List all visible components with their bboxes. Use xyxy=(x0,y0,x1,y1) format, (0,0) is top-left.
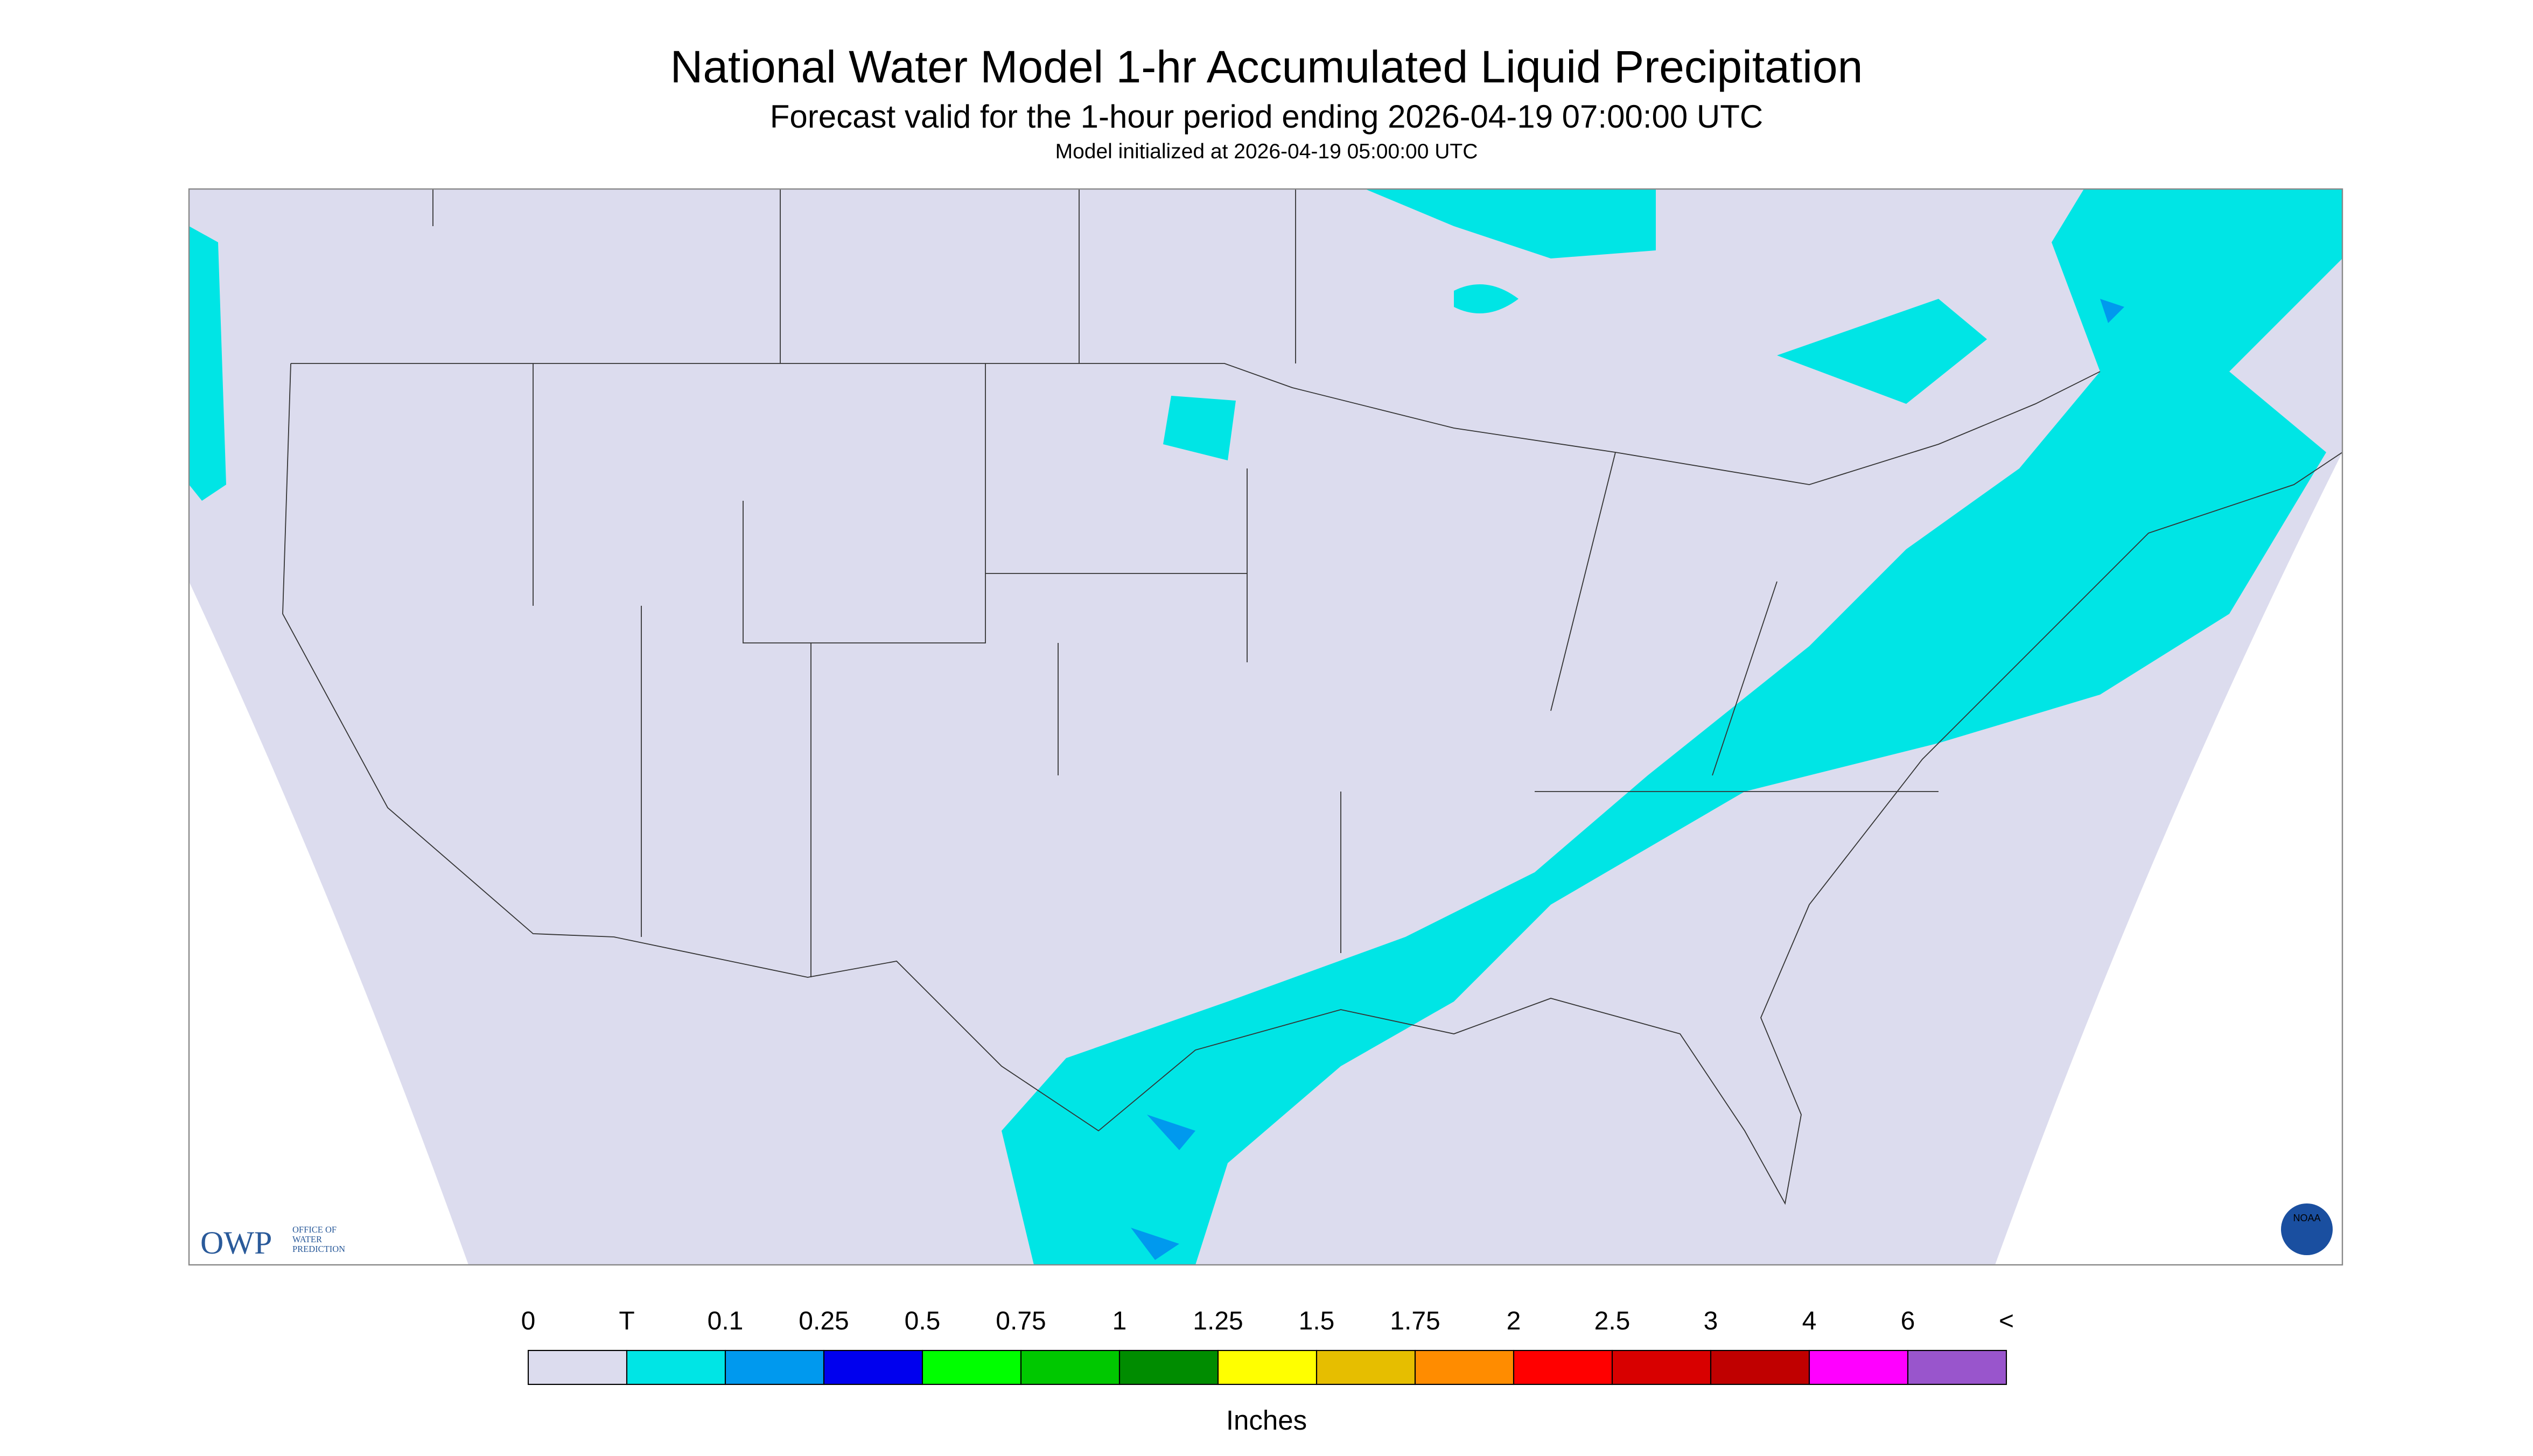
precip-area xyxy=(1365,189,1656,259)
subtitle: Forecast valid for the 1-hour period end… xyxy=(770,99,1763,135)
legend-swatch xyxy=(724,1349,825,1385)
owp-subtitle-line: PREDICTION xyxy=(292,1244,345,1254)
coastline xyxy=(282,363,2343,1205)
legend-swatch xyxy=(1808,1349,1909,1385)
legend-label: 0.5 xyxy=(905,1307,941,1335)
legend-swatch xyxy=(1414,1349,1515,1385)
precip-area xyxy=(1002,189,2342,1265)
state-lines xyxy=(432,189,1939,978)
projection-edge xyxy=(1995,452,2342,1265)
legend-label: 4 xyxy=(1802,1307,1817,1335)
projection-edge xyxy=(189,582,468,1265)
init-note: Model initialized at 2026-04-19 05:00:00… xyxy=(1055,140,1478,163)
legend-swatch xyxy=(823,1349,923,1385)
legend-label: 2.5 xyxy=(1594,1307,1631,1335)
legend-swatch xyxy=(1611,1349,1712,1385)
legend-label: T xyxy=(619,1307,634,1335)
legend-unit: Inches xyxy=(1226,1405,1307,1436)
legend: 0 T 0.1 0.25 0.5 0.75 1 1.25 1.5 1.75 2 2.5 3 4 6 < xyxy=(521,1307,2014,1385)
legend-swatch xyxy=(1513,1349,1613,1385)
noaa-text: NOAA xyxy=(2293,1213,2320,1223)
legend-swatch xyxy=(1907,1349,2007,1385)
legend-label: 1.25 xyxy=(1193,1307,1243,1335)
legend-label: 1.5 xyxy=(1299,1307,1335,1335)
precip-area xyxy=(189,226,226,501)
legend-label: 3 xyxy=(1704,1307,1718,1335)
legend-swatch xyxy=(527,1349,628,1385)
legend-swatch xyxy=(1710,1349,1810,1385)
title: National Water Model 1-hr Accumulated Li… xyxy=(670,41,1863,92)
owp-subtitle-line: WATER xyxy=(292,1234,322,1244)
legend-swatch xyxy=(1217,1349,1318,1385)
legend-swatch xyxy=(626,1349,726,1385)
legend-swatch xyxy=(921,1349,1022,1385)
legend-label: 6 xyxy=(1901,1307,1915,1335)
legend-label: < xyxy=(1999,1307,2014,1335)
noaa-logo xyxy=(2281,1203,2333,1256)
legend-label: 1.75 xyxy=(1390,1307,1440,1335)
legend-swatch xyxy=(1020,1349,1121,1385)
owp-logo: OWP xyxy=(200,1225,272,1261)
map-frame xyxy=(188,188,2343,1266)
legend-label: 2 xyxy=(1507,1307,1521,1335)
owp-subtitle-line: OFFICE OF xyxy=(292,1224,337,1235)
legend-swatch xyxy=(1316,1349,1416,1385)
legend-label: 1 xyxy=(1112,1307,1127,1335)
legend-label: 0 xyxy=(521,1307,536,1335)
legend-swatch xyxy=(1118,1349,1219,1385)
legend-label: 0.1 xyxy=(708,1307,744,1335)
legend-label: 0.25 xyxy=(799,1307,849,1335)
legend-label: 0.75 xyxy=(996,1307,1046,1335)
